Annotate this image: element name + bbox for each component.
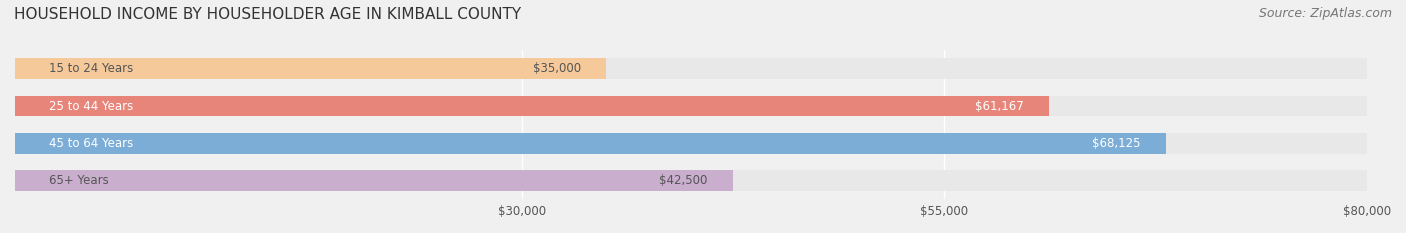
Bar bbox=[15, 133, 1367, 154]
Bar bbox=[15, 96, 1049, 116]
Text: HOUSEHOLD INCOME BY HOUSEHOLDER AGE IN KIMBALL COUNTY: HOUSEHOLD INCOME BY HOUSEHOLDER AGE IN K… bbox=[14, 7, 522, 22]
Text: $68,125: $68,125 bbox=[1092, 137, 1140, 150]
Text: 15 to 24 Years: 15 to 24 Years bbox=[49, 62, 134, 75]
Text: 25 to 44 Years: 25 to 44 Years bbox=[49, 99, 134, 113]
Bar bbox=[15, 171, 733, 191]
Text: $42,500: $42,500 bbox=[659, 174, 707, 187]
Text: Source: ZipAtlas.com: Source: ZipAtlas.com bbox=[1258, 7, 1392, 20]
Bar bbox=[15, 58, 606, 79]
Bar bbox=[15, 58, 1367, 79]
Text: 45 to 64 Years: 45 to 64 Years bbox=[49, 137, 134, 150]
Bar bbox=[15, 96, 1367, 116]
Bar bbox=[15, 133, 1166, 154]
Text: $35,000: $35,000 bbox=[533, 62, 581, 75]
Text: $61,167: $61,167 bbox=[974, 99, 1024, 113]
Text: 65+ Years: 65+ Years bbox=[49, 174, 108, 187]
Bar bbox=[15, 171, 1367, 191]
